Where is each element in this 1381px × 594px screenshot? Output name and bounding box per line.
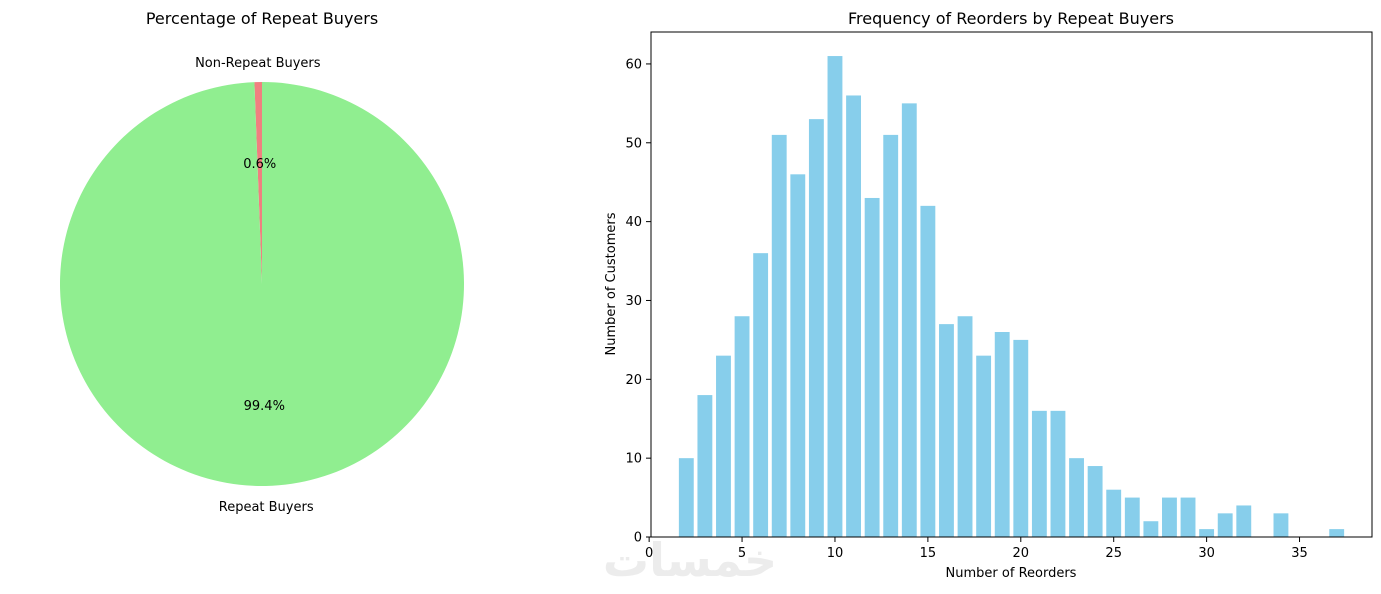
pie-slice-repeat-buyers — [59, 82, 465, 486]
bar-reorders-19 — [994, 332, 1010, 537]
bar-reorders-17 — [957, 316, 973, 537]
bar-chart-title: Frequency of Reorders by Repeat Buyers — [848, 9, 1174, 28]
bar-chart: Frequency of Reorders by Repeat Buyers 0… — [604, 9, 1373, 581]
bar-reorders-7 — [771, 134, 787, 537]
x-tick-label-20: 20 — [1013, 546, 1030, 561]
y-tick-label-50: 50 — [625, 136, 642, 151]
bar-reorders-11 — [846, 95, 861, 538]
bar-reorders-34 — [1273, 513, 1289, 537]
y-tick-label-30: 30 — [625, 294, 642, 309]
pie-chart-title: Percentage of Repeat Buyers — [146, 9, 378, 28]
bar-reorders-22 — [1050, 410, 1066, 537]
x-tick-label-25: 25 — [1105, 546, 1122, 561]
y-tick-label-40: 40 — [625, 215, 642, 230]
watermark-text: خمسات — [603, 533, 777, 587]
x-tick-label-0: 0 — [645, 546, 653, 561]
bar-reorders-18 — [976, 355, 992, 537]
pie-labels: Non-Repeat Buyers 0.6% Repeat Buyers 99.4% — [195, 56, 321, 515]
bar-reorders-4 — [716, 355, 731, 537]
bar-reorders-37 — [1329, 529, 1345, 537]
y-tick-label-20: 20 — [625, 373, 642, 388]
bar-reorders-28 — [1162, 497, 1177, 537]
bar-reorders-13 — [883, 134, 899, 537]
x-tick-label-35: 35 — [1291, 546, 1308, 561]
y-axis-label: Number of Customers — [604, 212, 619, 355]
bar-reorders-21 — [1031, 410, 1047, 537]
x-tick-label-15: 15 — [920, 546, 937, 561]
pie-label-non-repeat-buyers: Non-Repeat Buyers — [195, 56, 321, 71]
bar-reorders-14 — [901, 103, 917, 538]
x-tick-label-10: 10 — [827, 546, 844, 561]
pie-pct-non-repeat-buyers: 0.6% — [243, 157, 276, 172]
bar-reorders-30 — [1199, 529, 1215, 537]
bar-reorders-5 — [734, 316, 750, 537]
x-axis-ticks: 0 5 10 15 20 25 30 35 — [645, 537, 1308, 561]
bar-reorders-3 — [697, 395, 713, 537]
bar-reorders-12 — [864, 197, 880, 537]
bar-reorders-32 — [1236, 505, 1252, 537]
bar-reorders-20 — [1013, 339, 1029, 537]
bar-reorders-9 — [808, 119, 824, 537]
bar-reorders-6 — [753, 253, 769, 538]
y-axis-ticks: 0 10 20 30 40 50 60 — [625, 57, 651, 546]
x-axis-label: Number of Reorders — [946, 566, 1077, 581]
bar-reorders-10 — [827, 56, 843, 538]
bar-reorders-8 — [790, 174, 806, 538]
bars — [678, 56, 1345, 538]
bar-reorders-29 — [1180, 497, 1196, 537]
pie-label-repeat-buyers: Repeat Buyers — [219, 500, 314, 515]
pie-pct-repeat-buyers: 99.4% — [244, 399, 285, 414]
bar-reorders-16 — [939, 324, 954, 537]
x-tick-label-5: 5 — [738, 546, 746, 561]
pie-slices — [59, 82, 465, 486]
y-tick-label-10: 10 — [625, 452, 642, 467]
y-tick-label-0: 0 — [634, 531, 642, 546]
bar-reorders-24 — [1087, 466, 1103, 537]
bar-reorders-25 — [1106, 489, 1122, 537]
plot-frame — [650, 31, 1373, 538]
bar-reorders-26 — [1124, 497, 1140, 537]
pie-slice-non-repeat-buyers — [254, 82, 262, 284]
bar-reorders-2 — [678, 458, 694, 537]
y-tick-label-60: 60 — [625, 57, 642, 72]
bar-reorders-23 — [1069, 458, 1084, 537]
pie-chart: Percentage of Repeat Buyers Non-Repeat B… — [59, 9, 465, 515]
bar-reorders-27 — [1143, 521, 1159, 537]
bar-reorders-15 — [920, 205, 936, 537]
x-tick-label-30: 30 — [1198, 546, 1215, 561]
bar-reorders-31 — [1217, 513, 1233, 537]
